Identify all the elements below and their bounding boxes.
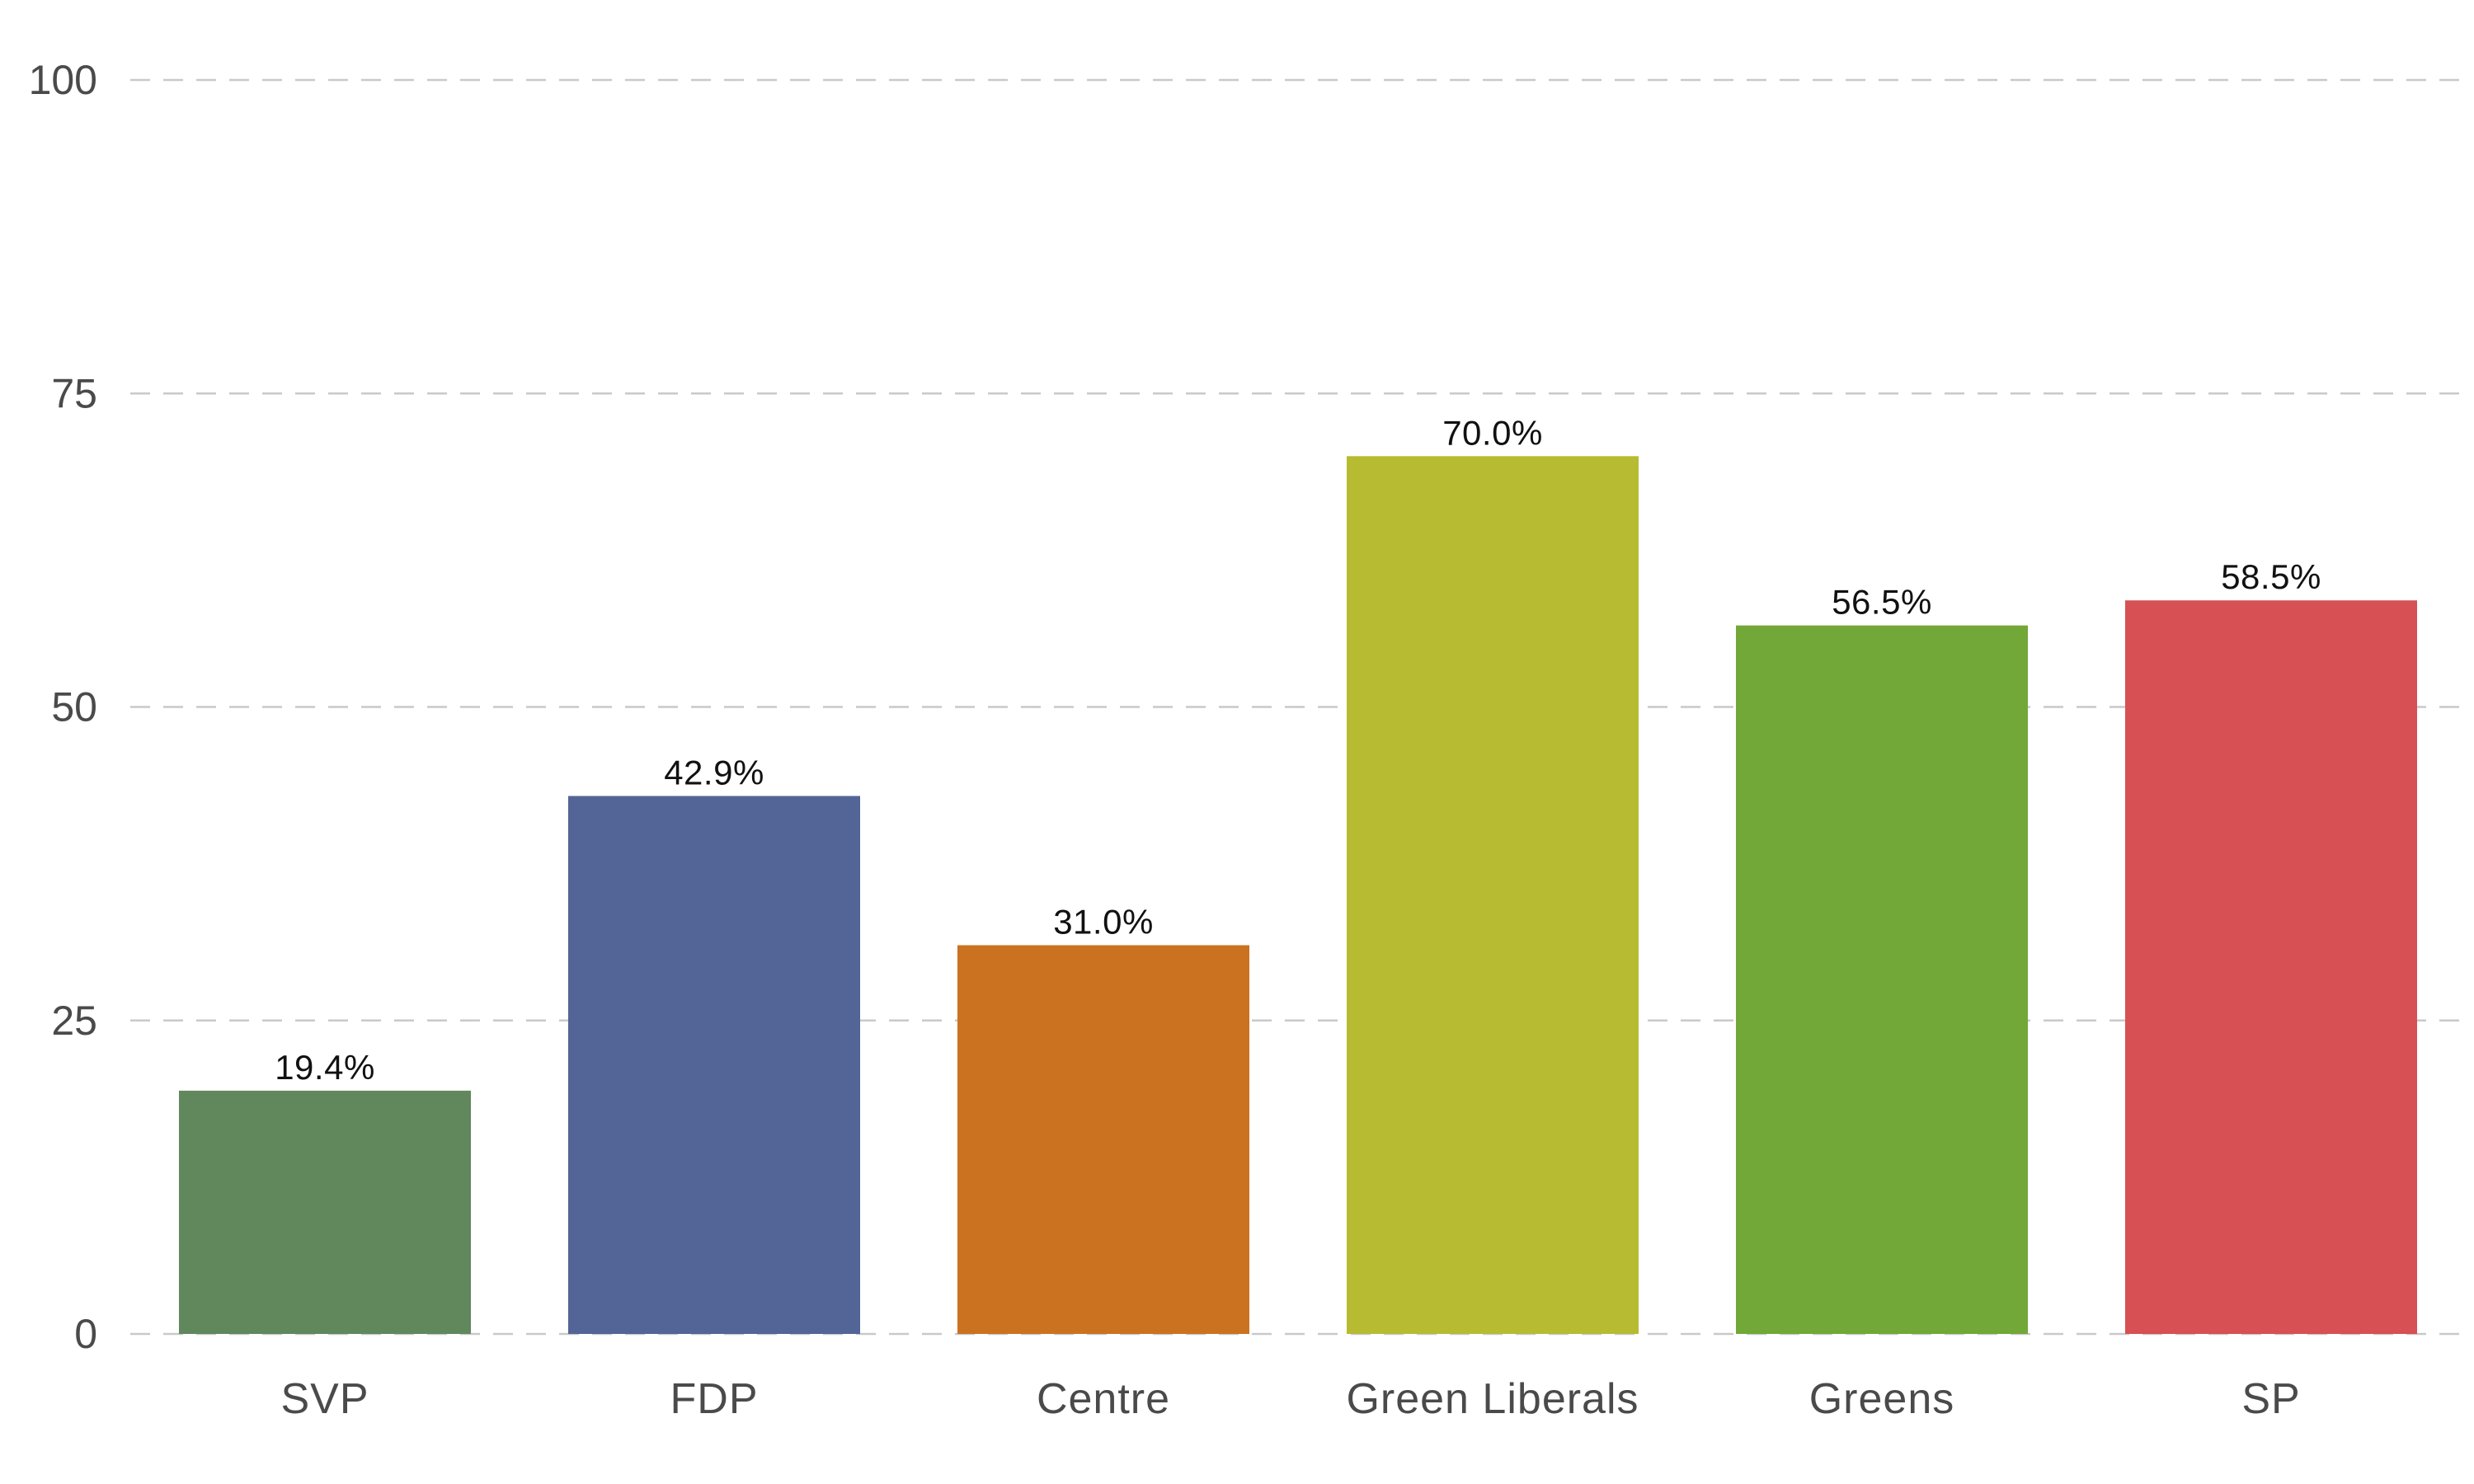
x-tick-label-greens: Greens	[1809, 1375, 1955, 1423]
data-label-svp: 19.4%	[275, 1048, 375, 1087]
bar-sp[interactable]	[2125, 600, 2417, 1334]
x-axis: SVP FDP Centre Green Liberals Greens SP	[280, 1375, 2300, 1423]
x-tick-label-centre: Centre	[1037, 1375, 1170, 1423]
y-tick-label-100: 100	[29, 57, 97, 103]
y-tick-label-75: 75	[51, 370, 97, 416]
bar-green-liberals[interactable]	[1347, 456, 1639, 1334]
y-tick-label-0: 0	[74, 1311, 97, 1357]
data-label-fdp: 42.9%	[664, 753, 764, 791]
data-label-greens: 56.5%	[1832, 583, 1932, 622]
bar-greens[interactable]	[1736, 625, 2028, 1334]
x-tick-label-sp: SP	[2241, 1375, 2300, 1423]
gridlines	[130, 78, 2466, 1336]
bar-svp[interactable]	[179, 1090, 471, 1334]
data-labels: 19.4% 42.9% 31.0% 70.0% 56.5% 58.5%	[275, 413, 2321, 1087]
x-tick-label-svp: SVP	[280, 1375, 369, 1423]
data-label-sp: 58.5%	[2221, 557, 2321, 596]
data-label-centre: 31.0%	[1053, 902, 1154, 941]
y-tick-label-25: 25	[51, 998, 97, 1044]
bars	[179, 456, 2417, 1334]
data-label-green-liberals: 70.0%	[1442, 413, 1543, 452]
y-axis: 0 25 50 75 100	[29, 57, 97, 1357]
y-tick-label-50: 50	[51, 684, 97, 730]
x-tick-label-fdp: FDP	[670, 1375, 759, 1423]
x-tick-label-green-liberals: Green Liberals	[1346, 1375, 1639, 1423]
bar-fdp[interactable]	[568, 796, 860, 1334]
bar-centre[interactable]	[957, 945, 1249, 1334]
